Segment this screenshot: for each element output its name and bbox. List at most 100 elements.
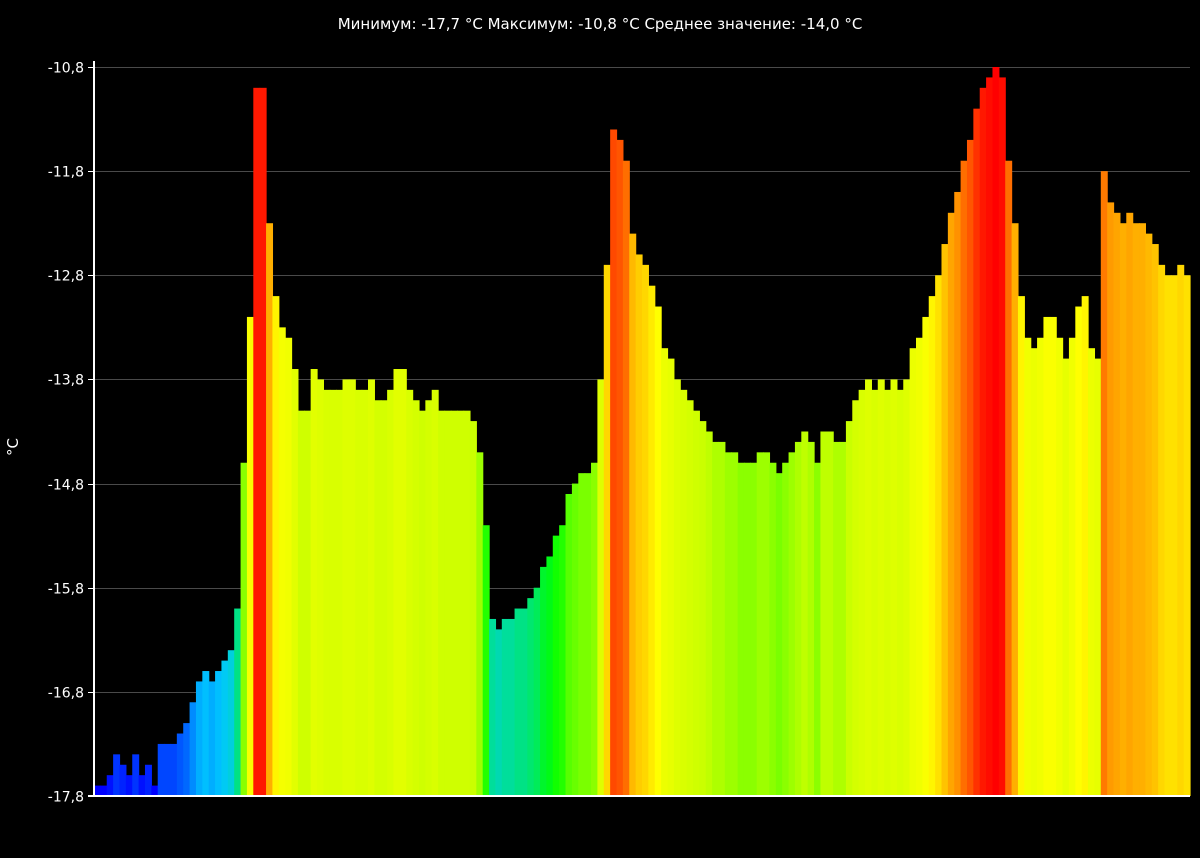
bar [1005, 160, 1013, 797]
bar [852, 400, 860, 796]
bar [444, 410, 452, 796]
bar [234, 608, 242, 796]
bar [508, 618, 516, 796]
bar [431, 389, 439, 796]
bar [361, 389, 369, 796]
bar [1158, 264, 1166, 796]
bar [731, 452, 739, 796]
bar [1043, 316, 1051, 796]
bar [699, 421, 707, 796]
bar [418, 410, 426, 796]
bar [240, 462, 248, 796]
bar [986, 77, 994, 796]
bar [546, 556, 554, 796]
bar [450, 410, 458, 796]
bar [463, 410, 471, 796]
bar [183, 723, 191, 796]
bar [947, 212, 955, 797]
bar [438, 410, 446, 796]
bar [769, 462, 777, 796]
bar [1183, 275, 1191, 796]
bar [1164, 275, 1172, 796]
bar [195, 681, 203, 796]
y-tick-label: -12,8 [48, 269, 84, 285]
bar [1056, 337, 1064, 796]
bar [412, 400, 420, 796]
bar [514, 608, 522, 796]
bar [119, 764, 127, 796]
bar [291, 369, 299, 796]
bar [922, 316, 930, 796]
bar [1151, 244, 1159, 797]
bar [329, 389, 337, 796]
bar [1177, 264, 1185, 796]
bar [578, 473, 586, 796]
bar [871, 389, 879, 796]
bar [616, 139, 624, 796]
bar [94, 785, 101, 796]
bar [642, 264, 649, 796]
y-axis-ticks: -10,8 -11,8 -12,8 -13,8 -14,8 -15,8 -16,8 -17,8 [48, 61, 94, 806]
bar [909, 348, 917, 796]
bar [788, 452, 796, 796]
bar [935, 275, 943, 796]
bar [189, 702, 197, 796]
bar [1062, 358, 1070, 796]
bar [941, 244, 949, 797]
bar [903, 379, 911, 796]
bar [603, 264, 611, 796]
bar [1113, 212, 1121, 797]
bar [266, 223, 274, 796]
bar [1037, 337, 1045, 796]
bar [979, 87, 987, 796]
bar [1017, 296, 1025, 796]
bar [756, 452, 764, 796]
bar [775, 473, 783, 796]
bar [1068, 337, 1076, 796]
bar [826, 431, 834, 796]
bar [794, 441, 802, 796]
bar [132, 754, 140, 796]
bar [750, 462, 758, 796]
bar [176, 733, 184, 796]
bar [648, 285, 656, 796]
bar [253, 87, 261, 796]
bar [833, 441, 841, 796]
bar [489, 618, 497, 796]
bar [597, 379, 605, 796]
bar [998, 77, 1006, 796]
bar [622, 160, 630, 797]
bar [1139, 223, 1146, 796]
bar [476, 452, 484, 796]
bar [763, 452, 771, 796]
bar [966, 139, 974, 796]
bar [482, 525, 490, 796]
bar [138, 775, 146, 796]
bar [667, 358, 675, 796]
bar [737, 462, 745, 796]
bar [954, 191, 962, 797]
bar [425, 400, 433, 796]
axes [88, 61, 1190, 797]
bar [125, 775, 133, 796]
bar [285, 337, 293, 796]
bar [457, 410, 465, 796]
y-tick-label: -15,8 [48, 582, 84, 598]
bar [202, 671, 210, 796]
bar [635, 254, 643, 796]
y-tick-label: -13,8 [48, 373, 84, 389]
bar [393, 369, 401, 796]
bar [157, 743, 165, 796]
bar [380, 400, 388, 796]
bar [718, 441, 726, 796]
bar [680, 389, 688, 796]
bar [890, 379, 898, 796]
bar [310, 369, 318, 796]
bar [227, 650, 235, 796]
bar [1145, 233, 1153, 796]
bar [259, 87, 267, 796]
bar [221, 660, 229, 796]
bar [673, 379, 681, 796]
bar [501, 618, 509, 796]
